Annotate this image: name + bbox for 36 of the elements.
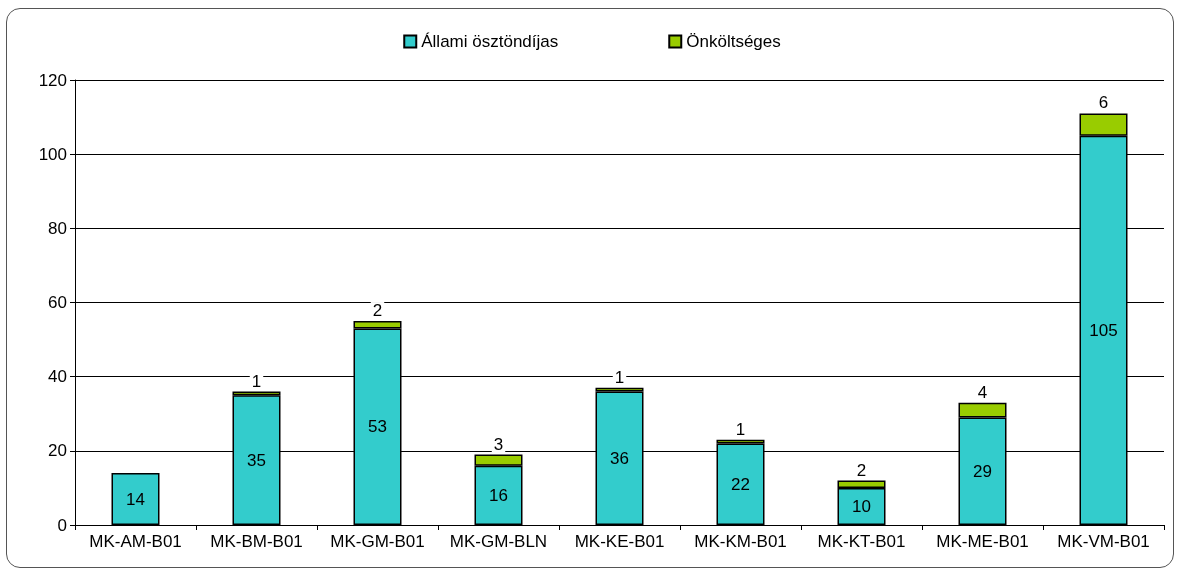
y-tick-label: 120	[38, 70, 67, 90]
data-label: 2	[856, 460, 867, 480]
data-label: 4	[977, 382, 988, 402]
data-label: 3	[493, 434, 504, 454]
x-tick-label: MK-AM-B01	[89, 532, 182, 551]
x-tick-label: MK-KT-B01	[817, 532, 906, 551]
x-tick-label: MK-KM-B01	[694, 532, 787, 551]
data-label: 1	[251, 371, 262, 391]
data-label: 1	[614, 367, 625, 387]
x-tick-label: MK-GM-BLN	[449, 532, 548, 551]
y-tick-label: 40	[48, 367, 67, 387]
x-tick-label: MK-VM-B01	[1057, 532, 1150, 551]
y-tick-label: 60	[48, 293, 67, 312]
data-label: 35	[247, 450, 266, 470]
x-tick-label: MK-GM-B01	[330, 532, 425, 551]
legend-label: Önköltséges	[686, 32, 781, 51]
y-tick-label: 80	[48, 218, 67, 238]
data-label: 2	[372, 301, 383, 321]
data-label: 16	[489, 485, 508, 505]
data-label: 29	[973, 461, 992, 481]
x-tick-label: MK-ME-B01	[936, 532, 1029, 551]
data-label: 1	[735, 419, 746, 439]
legend-label: Állami ösztöndíjas	[421, 32, 559, 51]
y-tick-label: 20	[48, 441, 67, 461]
data-label: 36	[610, 448, 629, 468]
data-label: 10	[852, 496, 871, 516]
data-label: 14	[126, 489, 145, 509]
data-label: 105	[1089, 320, 1118, 340]
bar	[111, 473, 160, 525]
x-tick-label: MK-KE-B01	[574, 532, 665, 551]
x-tick-label: MK-BM-B01	[210, 532, 303, 551]
y-tick-label: 100	[38, 144, 67, 164]
data-label: 22	[731, 474, 750, 494]
y-tick-label: 0	[57, 515, 67, 535]
data-label: 6	[1098, 93, 1109, 113]
data-label: 53	[368, 417, 387, 437]
